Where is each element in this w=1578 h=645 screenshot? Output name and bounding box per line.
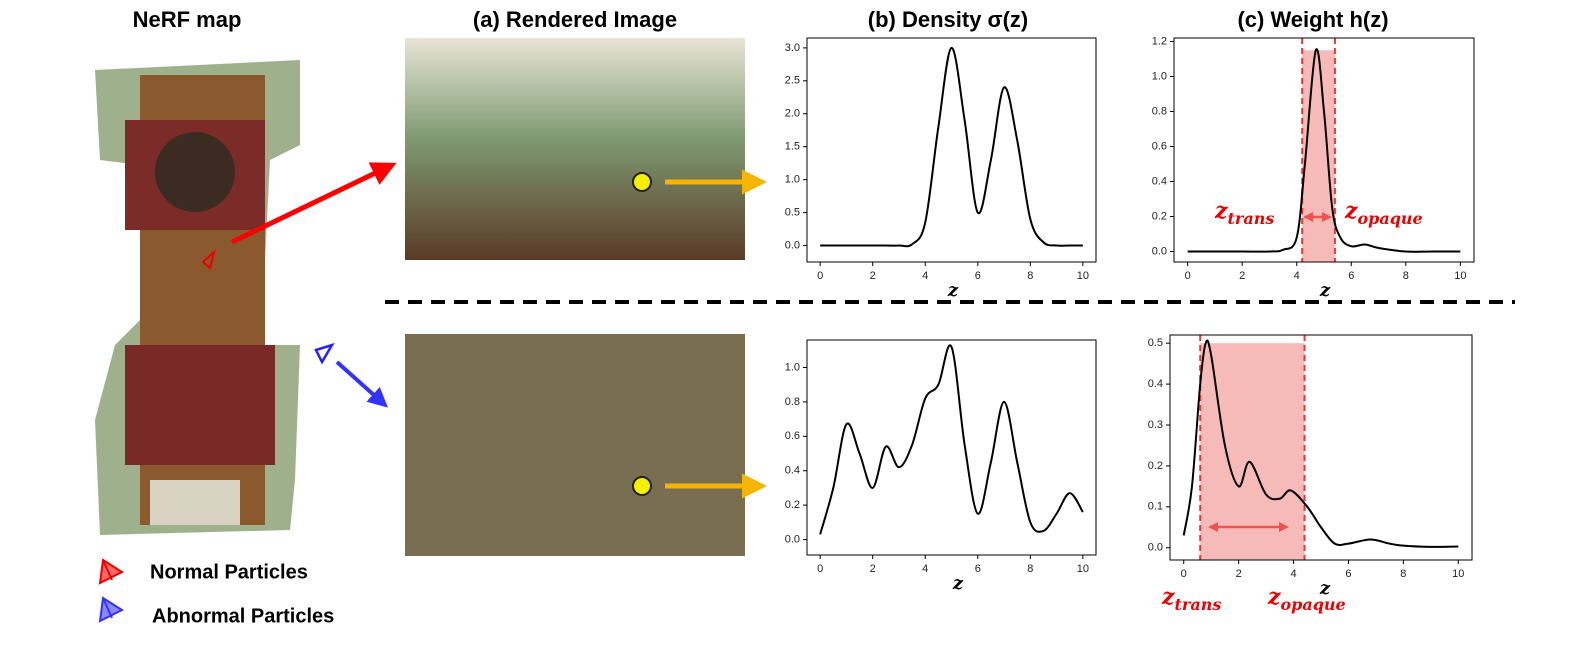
x-tick-label: 10 — [1077, 270, 1089, 282]
x-tick-label: 2 — [870, 270, 876, 282]
column-header: (a) Rendered Image — [473, 7, 677, 32]
y-tick-label: 0.8 — [785, 396, 800, 408]
y-tick-label: 1.2 — [1152, 35, 1167, 47]
plot-frame — [1173, 37, 1475, 263]
nerf-map — [95, 60, 300, 535]
y-tick-label: 3.0 — [785, 42, 800, 54]
annotation: zopaque — [1344, 198, 1423, 228]
y-tick-label: 1.0 — [785, 174, 800, 186]
annotation-subscript: opaque — [1281, 595, 1346, 614]
y-tick-label: 0.0 — [1148, 542, 1163, 554]
y-tick-label: 1.5 — [785, 141, 800, 153]
y-tick-label: 0.0 — [785, 533, 800, 545]
x-tick-label: 8 — [1403, 270, 1409, 282]
x-tick-label: 0 — [817, 270, 823, 282]
annotation-subscript: opaque — [1358, 209, 1423, 228]
x-tick-label: 0 — [1181, 568, 1187, 580]
y-tick-label: 1.0 — [1152, 70, 1167, 82]
x-tick-label: 6 — [975, 270, 981, 282]
y-tick-label: 1.0 — [785, 361, 800, 373]
x-tick-label: 8 — [1027, 270, 1033, 282]
x-tick-label: 10 — [1077, 563, 1089, 575]
rendered-image — [405, 38, 745, 260]
y-tick-label: 0.4 — [1152, 175, 1167, 187]
annotation-symbol: z — [1344, 198, 1358, 224]
annotation-symbol: z — [1214, 198, 1228, 224]
x-tick-label: 4 — [1290, 568, 1296, 580]
line — [1182, 339, 1459, 548]
y-tick-label: 0.6 — [785, 430, 800, 442]
annotation-symbol: z — [1161, 584, 1175, 610]
camera-icon — [314, 342, 335, 365]
y-tick-label: 0.3 — [1148, 419, 1163, 431]
x-tick-label: 6 — [1345, 568, 1351, 580]
x-axis-label: z — [1319, 578, 1331, 599]
arrow — [230, 162, 397, 245]
y-tick-label: 0.2 — [1152, 210, 1167, 222]
camera-icon — [201, 249, 216, 270]
x-tick-label: 6 — [975, 563, 981, 575]
x-tick-label: 4 — [922, 270, 928, 282]
y-tick-label: 2.5 — [785, 75, 800, 87]
annotation-symbol: z — [1267, 584, 1281, 610]
annotation-subscript: trans — [1175, 595, 1222, 614]
rendered-image — [405, 334, 745, 556]
x-tick-label: 2 — [1239, 270, 1245, 282]
x-tick-label: 0 — [1185, 270, 1191, 282]
y-tick-label: 0.5 — [1148, 337, 1163, 349]
y-tick-label: 0.6 — [1152, 140, 1167, 152]
plot-frame — [1169, 334, 1473, 561]
y-tick-label: 2.0 — [785, 108, 800, 120]
line — [1187, 48, 1461, 253]
x-tick-label: 0 — [817, 563, 823, 575]
x-tick-label: 8 — [1400, 568, 1406, 580]
annotation: ztrans — [1214, 198, 1274, 228]
y-tick-label: 0.4 — [785, 465, 800, 477]
plot-frame — [806, 339, 1097, 556]
x-tick-label: 2 — [870, 563, 876, 575]
y-tick-label: 0.8 — [1152, 105, 1167, 117]
y-tick-label: 0.0 — [1152, 245, 1167, 257]
legend-icon — [98, 596, 125, 623]
y-tick-label: 0.2 — [1148, 460, 1163, 472]
legend-icon — [98, 558, 125, 585]
y-tick-label: 0.5 — [785, 206, 800, 218]
legend-label: Normal Particles — [150, 561, 308, 583]
y-tick-label: 0.2 — [785, 499, 800, 511]
annotation-subscript: trans — [1228, 209, 1275, 228]
x-axis-label: z — [1319, 280, 1331, 301]
x-tick-label: 6 — [1348, 270, 1354, 282]
x-tick-label: 2 — [1236, 568, 1242, 580]
x-tick-label: 4 — [1294, 270, 1300, 282]
plot-frame — [806, 37, 1097, 263]
x-tick-label: 10 — [1452, 568, 1464, 580]
y-tick-label: 0.1 — [1148, 501, 1163, 513]
column-header: NeRF map — [133, 7, 242, 32]
x-axis-label: z — [952, 573, 964, 594]
x-tick-label: 10 — [1454, 270, 1466, 282]
band-shade — [1302, 50, 1335, 262]
y-tick-label: 0.4 — [1148, 378, 1163, 390]
column-header: (b) Density σ(z) — [868, 7, 1029, 32]
annotation: zopaque — [1267, 584, 1346, 614]
pixel-marker — [632, 172, 652, 192]
annotation: ztrans — [1161, 584, 1221, 614]
line — [820, 46, 1083, 248]
legend-label: Abnormal Particles — [152, 605, 334, 627]
pixel-marker — [632, 476, 652, 496]
y-tick-label: 0.0 — [785, 239, 800, 251]
column-header: (c) Weight h(z) — [1237, 7, 1388, 32]
line — [819, 344, 1084, 535]
x-tick-label: 8 — [1027, 563, 1033, 575]
arrow — [335, 360, 388, 408]
x-axis-label: z — [947, 280, 959, 301]
x-tick-label: 4 — [922, 563, 928, 575]
